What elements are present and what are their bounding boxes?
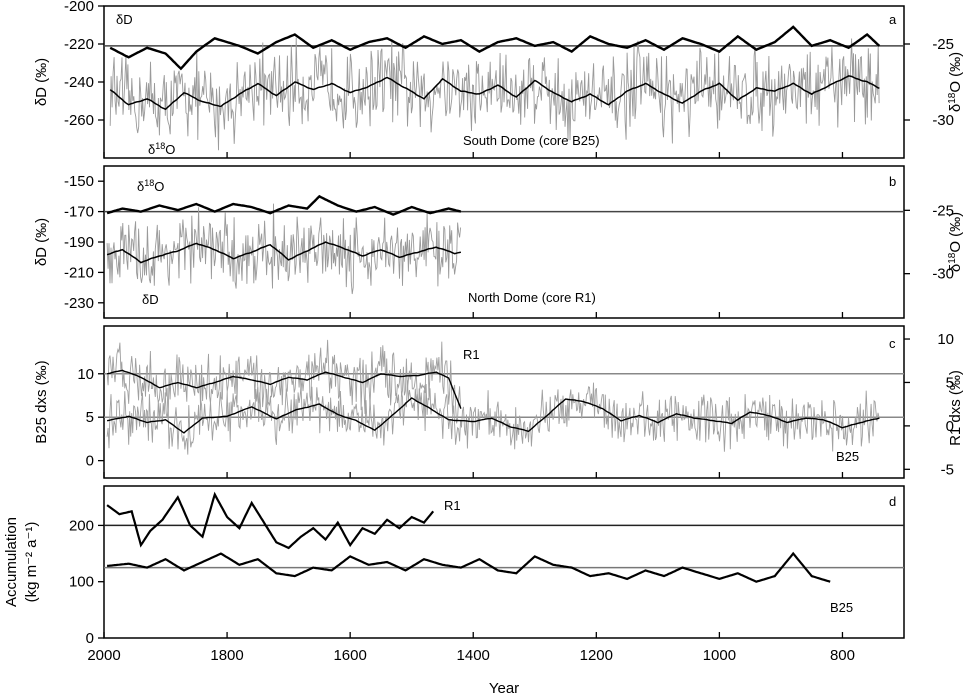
panel-b-left-4-label: -230	[64, 295, 94, 312]
panel-a-letter: a	[889, 12, 897, 27]
x-tick-label-0: 2000	[87, 647, 120, 664]
panel-a-d18o-raw	[109, 37, 880, 151]
panel-b-ylabel-right: δ18O (‰)	[947, 212, 964, 272]
panel-b-left-1-label: -170	[64, 204, 94, 221]
panel-c-frame	[103, 325, 905, 479]
panel-b-annotation: North Dome (core R1)	[468, 290, 596, 305]
panel-b-left-2-label: -190	[64, 234, 94, 251]
panel-d-left-0-label: 0	[86, 630, 94, 647]
panel-b-letter: b	[889, 174, 896, 189]
panel-c-right-3-label: -5	[941, 461, 954, 478]
panel-a-dd-label: δD	[116, 12, 133, 27]
panel-a-d18o-mean	[109, 75, 880, 111]
panel-b-right-0-label: -25	[932, 202, 954, 219]
panel-c-left-1-label: 5	[86, 409, 94, 426]
panel-c-b25-label: B25	[836, 449, 859, 464]
panel-c-b25-mean	[106, 397, 880, 434]
panel-a-dd-line	[109, 25, 881, 71]
x-tick-label-1: 1800	[210, 647, 243, 664]
panel-d-ylabel-line1: Accumulation	[3, 517, 20, 607]
panel-a-right-0-label: -25	[932, 36, 954, 53]
panel-c-right-1-label: 5	[946, 374, 954, 391]
panel-c-right-0-label: 10	[937, 331, 954, 348]
panel-a-ylabel-right: δ18O (‰)	[947, 52, 964, 112]
panel-c-r1-label: R1	[463, 347, 480, 362]
panel-b-d18o-line	[106, 194, 462, 216]
panel-b-left-0-label: -150	[64, 173, 94, 190]
panel-d-left-1-label: 100	[69, 574, 94, 591]
x-tick-label-5: 1000	[703, 647, 736, 664]
panel-b-d18o-label: δ18O	[137, 178, 164, 194]
panel-c-letter: c	[889, 336, 896, 351]
x-axis-title: Year	[489, 680, 519, 697]
panel-a-left-1-label: -220	[64, 36, 94, 53]
panel-d-letter: d	[889, 494, 896, 509]
panel-d-b25-label: B25	[830, 600, 853, 615]
panel-a-ylabel-left: δD (‰)	[33, 58, 50, 106]
panel-c-right-2-label: 0	[946, 418, 954, 435]
panel-d-r1-line	[106, 491, 435, 550]
panel-a-annotation: South Dome (core B25)	[463, 133, 600, 148]
x-tick-label-4: 1200	[580, 647, 613, 664]
panel-c-ylabel-right: R1 dxs (‰)	[947, 370, 964, 446]
panel-d-r1-label: R1	[444, 498, 461, 513]
panel-a-left-3-label: -260	[64, 112, 94, 129]
panel-d-left-2-label: 200	[69, 517, 94, 534]
panel-a-d18o-label: δ18O	[148, 141, 175, 157]
panel-b-dd-raw	[106, 203, 462, 295]
panel-c-r1-mean	[106, 369, 462, 409]
panel-a-left-2-label: -240	[64, 74, 94, 91]
x-tick-label-2: 1600	[333, 647, 366, 664]
x-tick-label-6: 800	[830, 647, 855, 664]
x-tick-label-3: 1400	[457, 647, 490, 664]
panel-c-left-2-label: 10	[77, 366, 94, 383]
panel-b-dd-mean	[106, 241, 462, 264]
panel-b-left-3-label: -210	[64, 264, 94, 281]
panel-b-ylabel-left: δD (‰)	[33, 218, 50, 266]
panel-c-b25-raw	[106, 380, 880, 455]
panel-d-frame	[103, 485, 905, 639]
panel-d-b25-line	[107, 551, 831, 583]
panel-c-ylabel-left: B25 dxs (‰)	[33, 360, 50, 443]
panel-b-right-1-label: -30	[932, 266, 954, 283]
panel-a-right-1-label: -30	[932, 112, 954, 129]
panel-b-dd-label: δD	[142, 292, 159, 307]
panel-d-ylabel-line2: (kg m⁻² a⁻¹)	[23, 522, 40, 603]
panel-a-left-0-label: -200	[64, 0, 94, 15]
panel-c-left-0-label: 0	[86, 453, 94, 470]
